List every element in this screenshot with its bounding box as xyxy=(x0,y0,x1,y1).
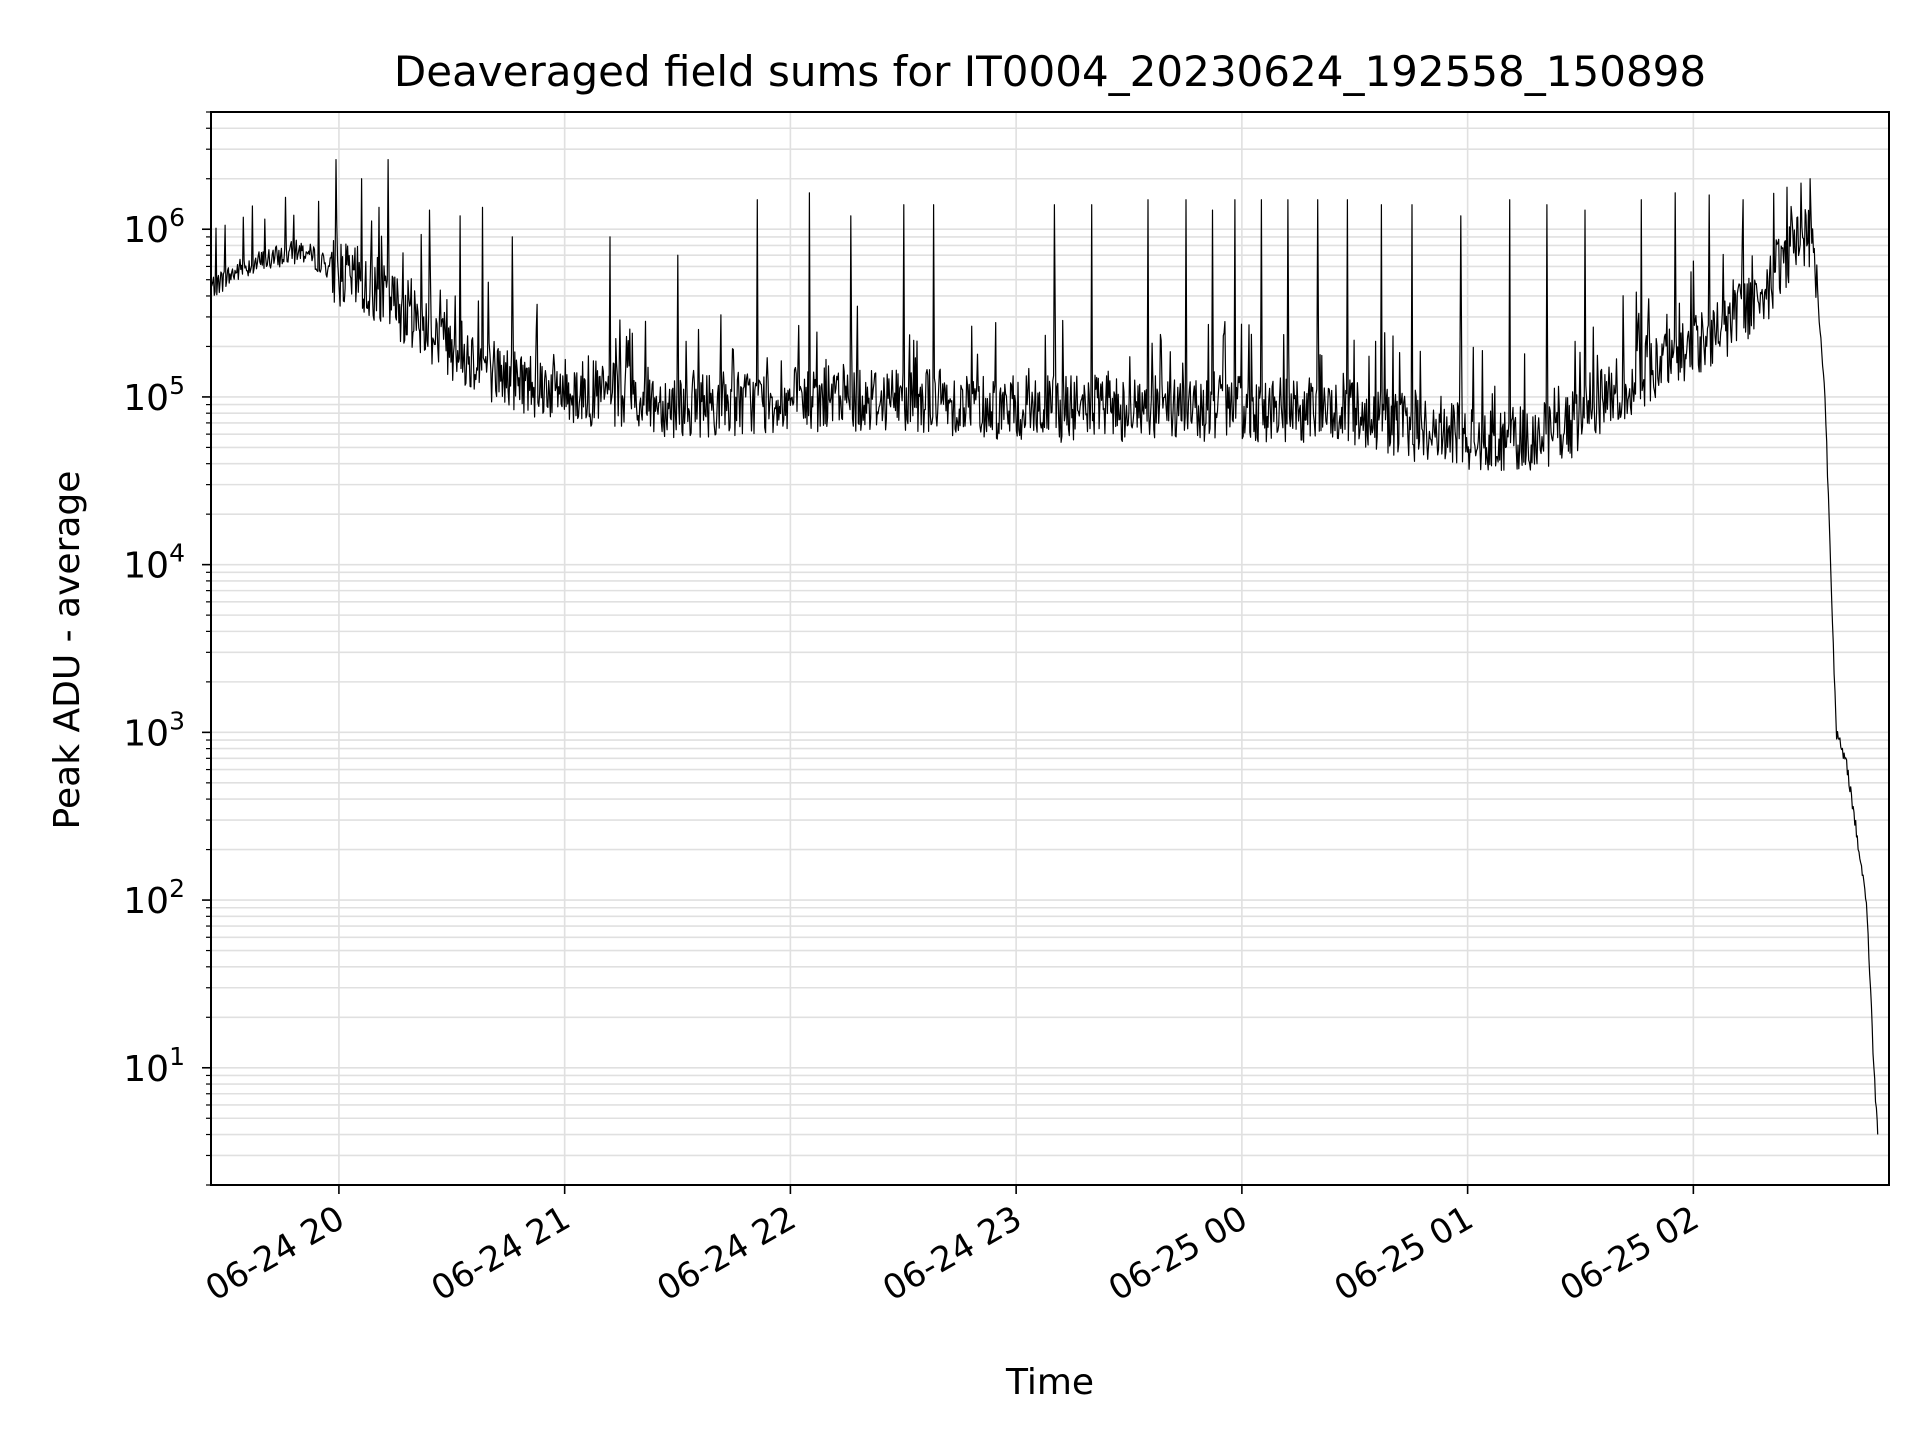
y-tick-label: 102 xyxy=(123,874,185,922)
tick-marks xyxy=(202,111,1695,1194)
x-tick-label: 06-24 22 xyxy=(651,1198,803,1309)
x-tick-label: 06-24 21 xyxy=(425,1198,577,1309)
y-tick-label: 104 xyxy=(123,539,185,587)
gridlines xyxy=(211,111,1889,1186)
x-tick-label: 06-25 01 xyxy=(1328,1198,1480,1309)
x-tick-label: 06-24 23 xyxy=(876,1198,1028,1309)
y-tick-label: 106 xyxy=(123,203,185,251)
x-axis-label: Time xyxy=(1005,1362,1094,1403)
series-line xyxy=(210,159,1879,1135)
series-layer xyxy=(210,159,1879,1135)
y-tick-label: 101 xyxy=(123,1042,185,1090)
axes-frame xyxy=(210,111,1890,1186)
y-tick-label: 105 xyxy=(123,371,185,419)
chart-title: Deaveraged field sums for IT0004_2023062… xyxy=(394,47,1706,96)
y-tick-label: 103 xyxy=(123,706,185,754)
y-axis-label: Peak ADU - average xyxy=(47,471,88,830)
x-tick-label: 06-25 02 xyxy=(1553,1198,1705,1309)
x-tick-label: 06-25 00 xyxy=(1102,1198,1254,1309)
x-tick-label: 06-24 20 xyxy=(199,1198,351,1309)
